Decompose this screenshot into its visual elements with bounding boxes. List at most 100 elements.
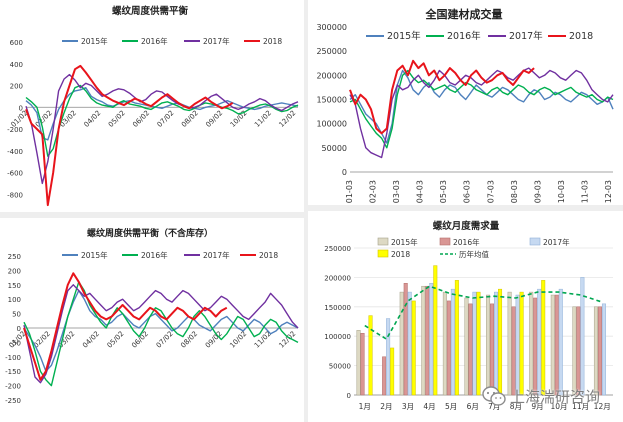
legend-swatch — [377, 249, 389, 258]
y-tick-label: 300000 — [316, 23, 347, 32]
bar — [411, 300, 416, 396]
bar — [468, 303, 473, 396]
bar — [593, 306, 598, 396]
x-tick-label: 10月 — [551, 402, 568, 411]
x-tick-label: 11月 — [572, 402, 589, 411]
y-tick-label: -200 — [5, 383, 21, 391]
legend-label: 2015年 — [391, 237, 418, 247]
series-line-2016年 — [23, 281, 299, 387]
bar — [494, 291, 499, 396]
y-tick-label: 150 — [8, 282, 21, 290]
x-tick-label: 07-03 — [486, 180, 495, 203]
y-tick-label: 50 — [12, 311, 21, 319]
y-tick-label: -600 — [7, 170, 23, 178]
bar — [390, 347, 395, 396]
bar — [464, 297, 469, 396]
chart-title: 全国建材成交量 — [425, 7, 503, 21]
series-line-2016年 — [25, 84, 299, 157]
x-tick-label: 07/02 — [155, 330, 175, 350]
x-tick-label: 11-03 — [580, 180, 589, 203]
bar — [558, 288, 563, 396]
bar — [360, 333, 365, 396]
series-line-2018 — [23, 272, 228, 381]
x-tick-label: 10/02 — [228, 330, 248, 350]
bar — [356, 330, 361, 396]
x-tick-label: 04-03 — [416, 180, 425, 203]
x-tick-label: 06/02 — [131, 109, 151, 129]
y-tick-label: 400 — [10, 61, 23, 69]
legend-label: 2016年 — [141, 36, 168, 46]
bar — [537, 288, 542, 396]
x-tick-label: 3月 — [402, 402, 414, 411]
bar — [580, 277, 585, 396]
y-tick-label: 100000 — [324, 333, 351, 341]
bar — [511, 306, 516, 396]
bar — [601, 303, 606, 396]
panel-divider-right — [308, 205, 623, 211]
y-tick-label: 0 — [347, 392, 351, 400]
y-tick-label: 200 — [8, 267, 21, 275]
x-tick-label: 2月 — [380, 402, 392, 411]
legend-label: 2018 — [391, 250, 410, 259]
legend-label: 2018 — [259, 251, 278, 260]
x-tick-label: 12/02 — [277, 330, 297, 350]
watermark-text: 上海湍研咨询 — [510, 387, 601, 406]
y-tick-label: 100 — [8, 296, 21, 304]
bar — [572, 306, 577, 396]
bar — [550, 294, 555, 396]
y-tick-label: 100000 — [316, 120, 347, 129]
series-line-2018 — [349, 59, 535, 135]
weekly-balance-ex-inventory-chart: 螺纹周度供需平衡（不含库存） 2015年 2016年 2017年 2018 250 200 1… — [5, 227, 299, 405]
y-tick-label: -400 — [7, 148, 23, 156]
bar — [519, 291, 524, 396]
bar — [541, 280, 546, 396]
bar — [403, 283, 408, 396]
panel-divider-left — [0, 212, 304, 218]
y-tick-label: 150000 — [316, 96, 347, 105]
y-tick-label: 0 — [19, 104, 23, 112]
x-tick-label: 05-03 — [439, 180, 448, 203]
legend-label: 2018 — [569, 31, 593, 42]
bar — [507, 291, 512, 396]
y-tick-label: 600 — [10, 39, 23, 47]
bar — [382, 356, 387, 396]
bar — [407, 291, 412, 396]
watermark: 上海湍研咨询 — [482, 382, 622, 410]
wechat-icon — [482, 386, 506, 406]
x-tick-label: 08-03 — [510, 180, 519, 203]
x-tick-label: 4月 — [423, 402, 435, 411]
x-tick-label: 08/02 — [179, 330, 199, 350]
series-line-2016年 — [349, 69, 614, 149]
y-tick-label: 250000 — [324, 245, 351, 253]
x-tick-label: 7月 — [488, 402, 500, 411]
y-tick-label: 0 — [342, 168, 347, 177]
x-tick-label: 8月 — [510, 402, 522, 411]
bar — [486, 294, 491, 396]
y-tick-label: -50 — [10, 339, 21, 347]
y-tick-label: 250000 — [316, 47, 347, 56]
legend-swatch — [439, 237, 451, 246]
legend-label: 2016年 — [453, 237, 480, 247]
legend-label: 2017年 — [203, 36, 230, 46]
x-tick-label: 05/02 — [106, 330, 126, 350]
x-tick-label: 04/02 — [81, 330, 101, 350]
x-tick-label: 12-03 — [604, 180, 613, 203]
legend-label: 2017年 — [543, 237, 570, 247]
legend-label: 2016年 — [447, 30, 481, 42]
y-tick-label: -100 — [5, 354, 21, 362]
bar — [399, 291, 404, 396]
x-tick-label: 09/02 — [204, 109, 224, 129]
average-line — [364, 285, 603, 341]
chart-title: 螺纹月度需求量 — [433, 220, 500, 232]
y-tick-label: 200000 — [316, 71, 347, 80]
legend-label: 2015年 — [387, 30, 421, 42]
bar — [597, 306, 602, 396]
x-tick-label: 10-03 — [557, 180, 566, 203]
y-tick-label: 50000 — [329, 363, 351, 371]
x-tick-label: 04/02 — [83, 109, 103, 129]
legend-swatch — [377, 237, 389, 246]
series-line-2017年 — [349, 67, 614, 159]
x-tick-label: 08/02 — [180, 109, 200, 129]
bar — [446, 300, 451, 396]
x-tick-label: 11/02 — [253, 109, 273, 129]
